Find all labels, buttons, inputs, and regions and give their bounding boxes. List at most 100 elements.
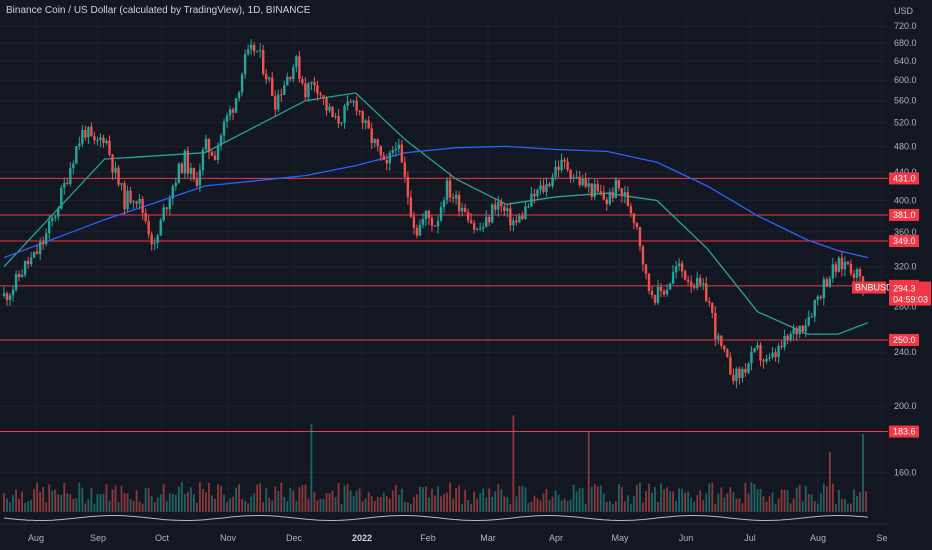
volume-bar [593,483,596,512]
candle-body [804,325,807,332]
candle-body [512,220,515,226]
candle-body [93,136,96,141]
candle-body [855,269,859,278]
horizontal-levels [0,177,888,433]
candle-body [207,138,211,153]
candle-body [816,296,819,301]
volume-bar [144,487,147,512]
candle-body [120,183,123,185]
level-price-tag [889,208,919,221]
candle-body [325,97,328,111]
volume-bar [723,497,726,512]
candle-body [771,352,774,358]
volume-bar [159,494,162,512]
volume-bar [277,491,280,512]
volume-bar [298,487,301,512]
volume-bar [690,497,693,512]
candle-body [262,50,265,74]
volume-bar [379,497,382,512]
volume-bar [253,493,256,512]
candle-body [732,374,735,382]
time-axis: Aug Sep Oct Nov Dec 2022 Feb Mar Apr May Jun Jul Aug… [0,526,932,550]
candle-body [391,150,394,153]
candle-body [283,85,286,95]
candle-body [843,261,847,270]
volume-bar [560,500,563,512]
volume-bar [699,490,702,512]
candle-body [500,202,503,207]
volume-bar [280,482,283,512]
candle-body [307,83,310,98]
candle-body [280,94,283,96]
candle-body [735,368,738,382]
chart-title: Binance Coin / US Dollar (calculated by … [6,5,311,16]
candle-body [234,98,238,113]
candle-body [255,50,259,52]
symbol-tag-text: BNBUSD [855,283,893,293]
volume-bar [768,496,771,512]
candle-body [177,163,181,183]
candle-body [617,179,621,189]
candle-body [385,159,388,164]
level-price-tag-text: 431.0 [893,173,916,183]
time-tick-label: Dec [286,533,303,543]
candle-body [415,228,419,236]
candle-body [708,301,711,303]
volume-bar [771,492,774,512]
candle-body [14,273,18,290]
candle-body [228,109,232,116]
volume-bar [376,496,379,512]
volume-bar [168,493,171,512]
volume-bar [515,496,518,512]
volume-bar [361,501,364,512]
volume-bar [322,499,325,512]
volume-bar [328,493,331,512]
volume-bar [45,502,48,512]
candle-body [825,279,829,287]
price-tick-label: 720.0 [894,21,917,31]
time-axis-bg [0,526,932,550]
level-price-tag-text: 381.0 [893,210,916,220]
volume-bar [711,482,714,512]
volume-bar [753,483,756,512]
candle-body [376,139,379,146]
candle-body [783,335,786,348]
candle-body [720,335,723,346]
volume-bar [759,489,762,512]
volume-bar [352,495,355,512]
volume-bar [6,498,8,512]
candle-body [491,204,494,223]
candle-body [156,235,159,243]
candle-body [786,335,789,340]
volume-bar [66,493,69,512]
level-price-tag-text: 183.6 [893,427,916,437]
volume-bar [572,484,575,512]
volume-bar [217,484,219,512]
candle-body [213,155,217,160]
candle-body [753,348,756,352]
candle-body [608,191,612,204]
candle-body [44,233,48,245]
candle-body [174,182,177,187]
candle-body [159,220,162,236]
candle-body [99,137,102,141]
candle-body [153,242,156,245]
candle-body [485,217,488,227]
volume-bar [464,489,467,512]
candle-body [144,212,147,221]
volume-bar [687,491,690,512]
volume-bar [301,484,304,512]
volume-bar [518,486,521,512]
volume-bar [807,493,810,512]
candle-body [201,149,205,171]
volume-bar [599,485,602,512]
candle-body [448,180,452,198]
volume-bar [183,494,186,512]
candle-body [563,159,566,162]
candle-body [578,176,581,185]
volume-bar [406,502,409,512]
volume-bar [9,502,11,512]
volume-bar [99,493,102,512]
